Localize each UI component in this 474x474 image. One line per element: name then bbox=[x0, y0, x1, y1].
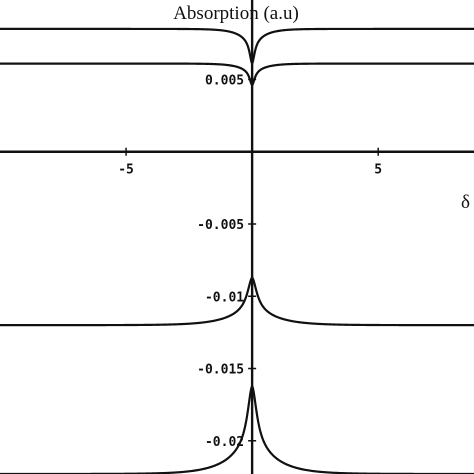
x-tick-label-1: -5 bbox=[118, 163, 134, 178]
tick-labels-group: -5 5 0.005 -0.005 -0.01 -0.015 -0.02 bbox=[118, 73, 382, 449]
curves-group bbox=[0, 27, 474, 474]
series-line-4 bbox=[0, 384, 474, 474]
y-tick-label-2: -0.005 bbox=[197, 218, 244, 233]
y-axis-title: Absorption (a.u) bbox=[173, 3, 299, 24]
y-tick-label-1: 0.005 bbox=[205, 73, 244, 88]
series-line-3 bbox=[0, 276, 474, 327]
x-tick-label-2: 5 bbox=[374, 163, 382, 178]
y-tick-label-3: -0.01 bbox=[205, 290, 244, 305]
x-axis-title: δ bbox=[461, 192, 470, 213]
series-line-1 bbox=[0, 27, 474, 65]
series-line-2 bbox=[0, 62, 474, 87]
y-tick-label-4: -0.015 bbox=[197, 363, 244, 378]
y-tick-label-5: -0.02 bbox=[205, 435, 244, 450]
